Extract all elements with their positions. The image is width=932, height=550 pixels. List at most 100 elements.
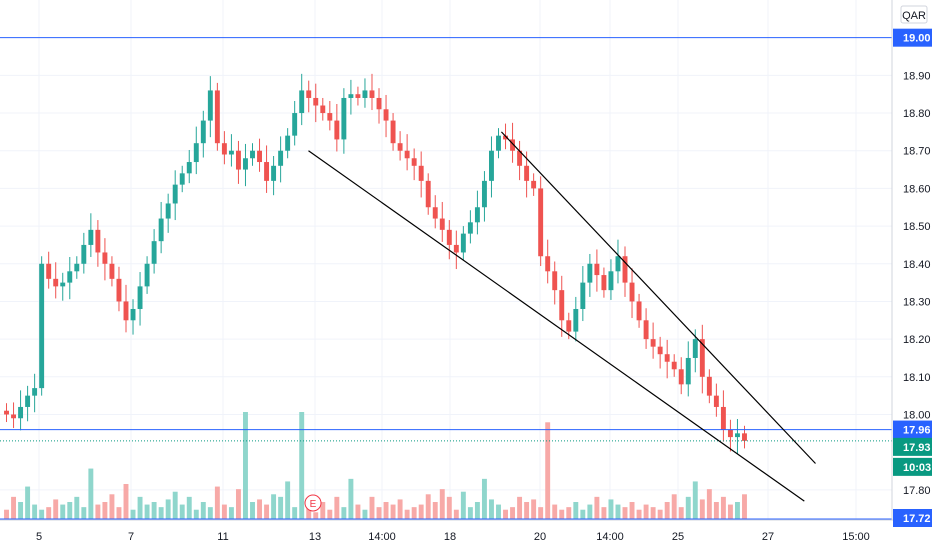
time-tick-label: 20 (534, 531, 546, 543)
candle-body (4, 410, 9, 415)
candle-body (116, 278, 122, 302)
candle-body (573, 308, 579, 332)
candle-body (460, 233, 466, 253)
volume-bar (446, 496, 452, 520)
candle-body (650, 339, 656, 347)
volume-bar (545, 422, 551, 520)
volume-bar (566, 507, 572, 520)
candle-body (39, 263, 45, 389)
volume-bar (692, 481, 698, 520)
volume-bar (18, 502, 24, 520)
candle-body (657, 346, 663, 355)
candle-body (524, 165, 530, 181)
candle-body (250, 150, 255, 159)
price-tick-label: 18.20 (903, 334, 931, 346)
volume-bar (615, 504, 621, 520)
candle-body (404, 150, 410, 159)
currency-box[interactable]: QAR (900, 5, 928, 24)
candle-body (376, 97, 382, 110)
candle-body (545, 256, 551, 272)
candle-body (446, 229, 452, 245)
candle-body (601, 275, 607, 291)
volume-bar (228, 507, 234, 520)
volume-bar (481, 478, 487, 520)
resistance-tag-label: 19.00 (903, 33, 931, 45)
volume-bar (151, 502, 157, 520)
candle-body (221, 143, 227, 155)
candle-body (432, 207, 438, 219)
volume-bar (685, 496, 691, 520)
candle-body (292, 113, 298, 136)
candle-body (636, 301, 642, 321)
volume-bar (144, 504, 150, 520)
volume-bar (60, 504, 66, 520)
volume-bar (503, 509, 508, 520)
volume-bar (580, 509, 586, 520)
volume-bar (158, 507, 164, 520)
earnings-marker[interactable]: E (304, 494, 322, 512)
trendline (500, 131, 816, 464)
volume-bar (207, 507, 213, 520)
volume-bar (601, 507, 607, 520)
volume-bar (517, 496, 523, 520)
volume-bar (200, 502, 206, 520)
volume-bar (313, 512, 319, 520)
volume-bar (74, 496, 80, 520)
candle-body (580, 282, 586, 309)
volume-bar (123, 484, 129, 520)
volume-bar (235, 489, 241, 520)
candle-body (313, 97, 319, 106)
candle-body (74, 263, 80, 272)
time-axis-background[interactable] (0, 520, 932, 550)
volume-bar (664, 502, 670, 520)
volume-bar (341, 507, 347, 520)
bottom-tag-background (893, 509, 932, 527)
earnings-marker-label: E (310, 499, 317, 510)
level-tag: 17.96 (893, 420, 932, 439)
volume-bar (81, 507, 87, 520)
last-price-tag-label: 17.93 (903, 442, 931, 454)
candle-body (418, 165, 424, 181)
volume-bar (657, 509, 663, 520)
volume-bar (130, 509, 136, 520)
candle-body (235, 150, 241, 170)
candle-body (467, 222, 473, 234)
volume-bar (39, 509, 45, 520)
volume-bar (573, 502, 579, 520)
volume-bar (299, 412, 305, 520)
candle-body (671, 361, 677, 370)
candle-body (306, 90, 312, 98)
volume-bar (165, 499, 171, 520)
candle-body (742, 433, 747, 441)
grid (0, 0, 892, 520)
volume-bar (629, 502, 635, 520)
countdown-tag: 10:03 (893, 457, 932, 476)
price-tick-label: 18.80 (903, 108, 931, 120)
candle-body (243, 158, 248, 170)
time-tick-label: 11 (217, 531, 228, 543)
candle-body (496, 135, 501, 151)
candle-body (53, 278, 59, 287)
volume-bar (727, 504, 733, 520)
volume-bar (137, 496, 143, 520)
volume-bar (643, 504, 649, 520)
volume-bar (706, 489, 712, 520)
candle-body (18, 406, 24, 419)
volume-bar (306, 504, 312, 520)
bottom-tag: 17.72 (893, 509, 932, 527)
volume-bar (285, 481, 291, 520)
volume-bar (467, 507, 473, 520)
candle-body (481, 180, 487, 208)
candle-body (643, 320, 649, 340)
candle-body (11, 414, 17, 419)
candle-body (664, 354, 670, 362)
volume-bar (278, 496, 284, 520)
volume-bar (369, 496, 375, 520)
resistance-tag: 19.00 (893, 28, 932, 47)
volume-bar (67, 502, 73, 520)
time-tick-label: 15:00 (842, 531, 870, 543)
candle-body (88, 229, 94, 245)
candle-body (348, 94, 354, 98)
